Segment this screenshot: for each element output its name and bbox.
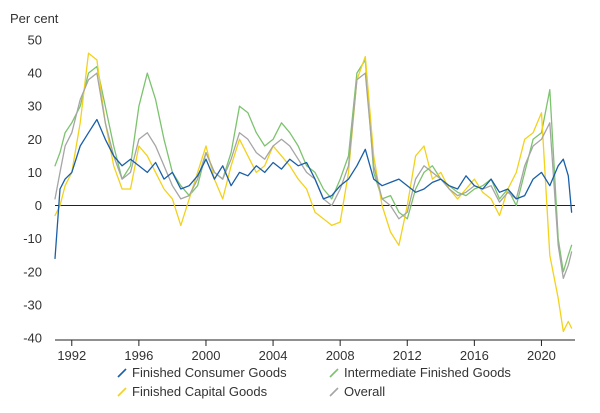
x-tick-label: 2020 [527, 348, 556, 363]
series-lines [54, 52, 573, 333]
series-line-finished-consumer-goods [54, 118, 573, 260]
y-tick-label: -20 [23, 264, 42, 279]
x-tick-label: 2016 [460, 348, 489, 363]
legend-label: Intermediate Finished Goods [344, 365, 511, 380]
y-tick-label: 0 [35, 198, 42, 213]
x-tick-label: 2008 [326, 348, 355, 363]
legend-swatch [329, 387, 339, 397]
y-tick-label: 50 [28, 33, 42, 48]
legend-swatch [117, 368, 127, 378]
y-tick-label: 20 [28, 132, 42, 147]
legend-label: Finished Capital Goods [132, 384, 268, 399]
x-axis: 1992 1996 2000 2004 2008 2012 2016 2020 [55, 339, 575, 363]
y-tick-label: -40 [23, 331, 42, 346]
y-tick-label: -10 [23, 231, 42, 246]
y-tick-label: 30 [28, 99, 42, 114]
legend-swatch [117, 387, 127, 397]
y-tick-label: 10 [28, 165, 42, 180]
y-axis-label: Per cent [10, 11, 59, 26]
legend: Finished Consumer Goods Intermediate Fini… [117, 365, 511, 399]
series-line-intermediate-finished-goods [54, 59, 573, 273]
x-tick-label: 2004 [259, 348, 288, 363]
x-tick-label: 1992 [57, 348, 86, 363]
y-axis-ticks: 50 40 30 20 10 0 -10 -20 -30 -40 [23, 33, 42, 346]
x-tick-label: 2012 [393, 348, 422, 363]
x-tick-label: 2000 [192, 348, 221, 363]
x-tick-label: 1996 [124, 348, 153, 363]
legend-label: Finished Consumer Goods [132, 365, 287, 380]
y-tick-label: 40 [28, 66, 42, 81]
legend-swatch [329, 368, 339, 378]
legend-label: Overall [344, 384, 385, 399]
series-line-finished-capital-goods [54, 52, 573, 333]
y-tick-label: -30 [23, 297, 42, 312]
